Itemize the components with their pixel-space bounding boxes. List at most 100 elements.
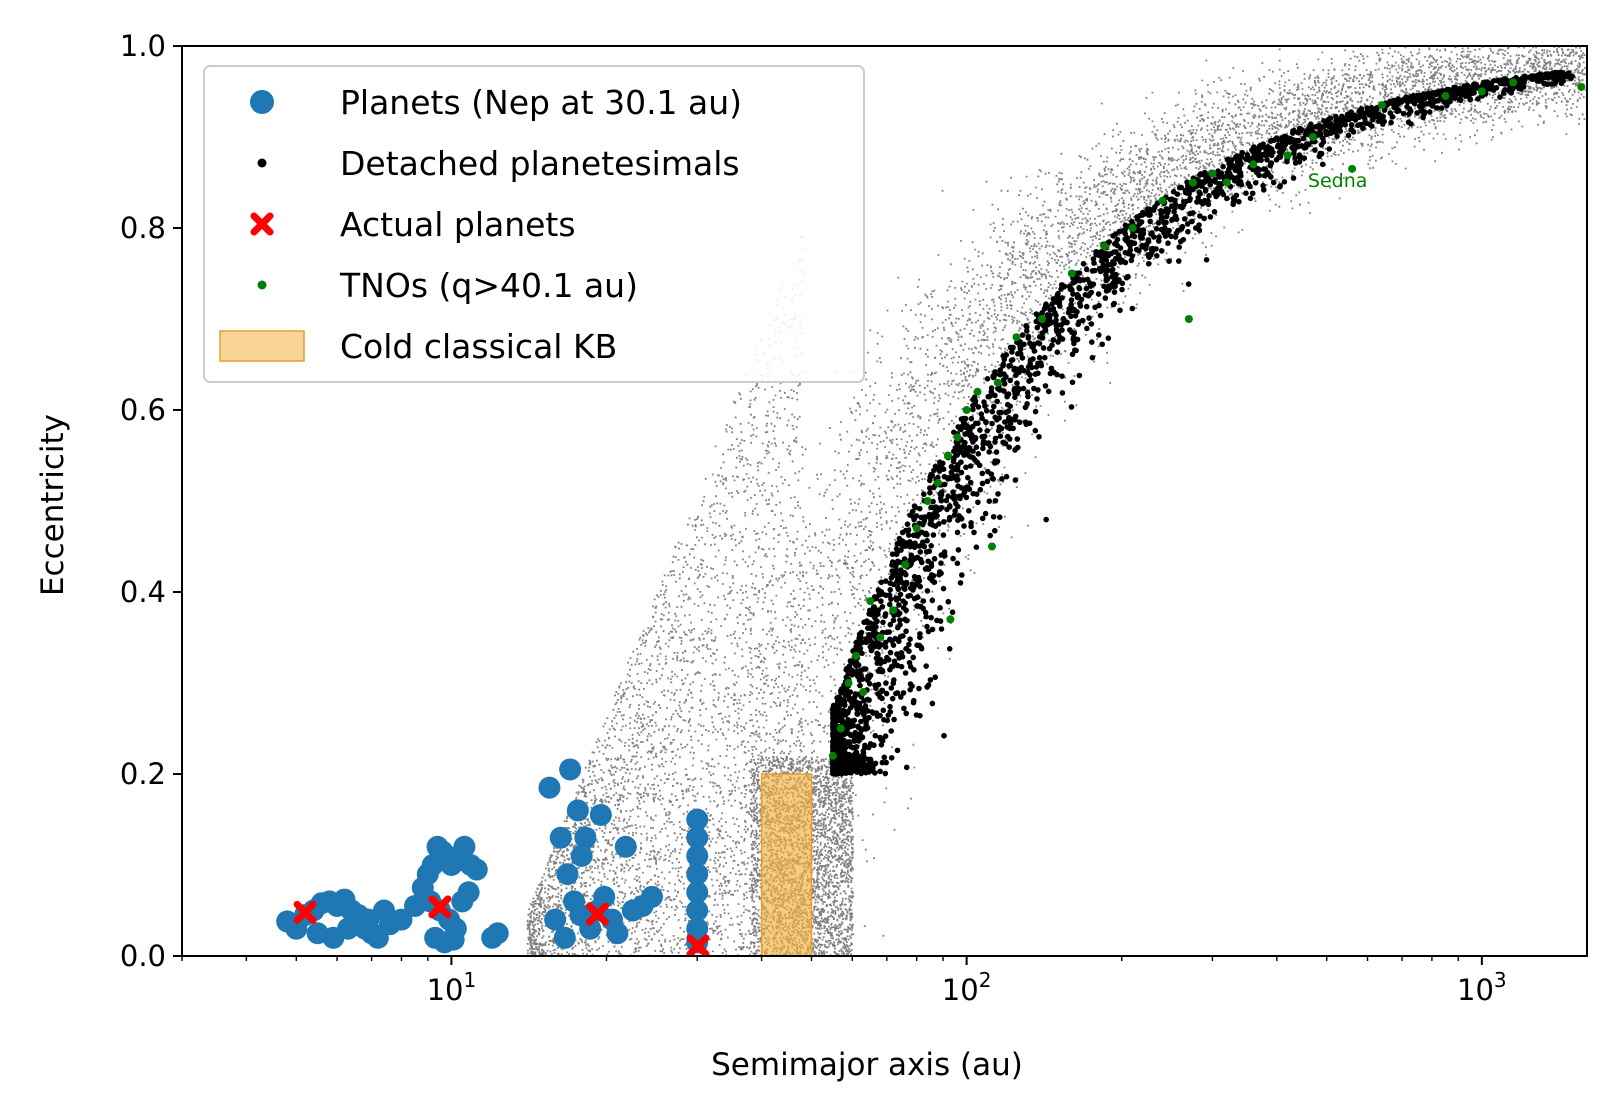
y-tick-label: 0.8 [120, 211, 166, 245]
planet-point [442, 928, 465, 951]
legend-marker [257, 280, 267, 290]
planet-point [579, 917, 602, 940]
planet-point [686, 863, 709, 886]
detached-planetesimals [829, 69, 1575, 777]
legend-entry: Detached planetesimals [257, 144, 740, 183]
y-tick-label: 0.2 [120, 757, 166, 791]
tno-point [1037, 315, 1046, 323]
tno-point [852, 651, 861, 660]
planet-point [570, 844, 593, 867]
tno-point [836, 724, 845, 733]
tno-point [1012, 333, 1021, 342]
tno-point [1308, 133, 1317, 141]
tno-point [953, 433, 962, 442]
planet-point [544, 908, 567, 931]
tno-point [987, 542, 996, 551]
planet-point [556, 863, 579, 886]
y-tick-label: 0.6 [120, 393, 166, 427]
planet-point [357, 908, 380, 931]
legend-marker [250, 90, 274, 114]
legend-box [203, 65, 865, 383]
tno-point [1283, 151, 1292, 160]
plot-marks [276, 46, 1587, 956]
tno-point [889, 606, 898, 615]
legend-label: Actual planets [340, 205, 576, 244]
planet-point [337, 917, 360, 940]
tno-point [934, 478, 943, 487]
planet-point [614, 835, 637, 858]
tno-point [1477, 87, 1486, 96]
simulated-population [526, 46, 1587, 956]
tno-point [1128, 224, 1137, 232]
axes-frame [181, 45, 1588, 957]
actual-planet-marker [585, 902, 609, 926]
x-axis-label: Semimajor axis (au) [711, 1047, 1023, 1083]
tno-point [943, 451, 952, 460]
tno-point [844, 679, 853, 687]
planet-point [549, 826, 572, 849]
legend-entry: Planets (Nep at 30.1 au) [250, 83, 742, 122]
planet-point [640, 885, 663, 908]
tno-point [1158, 196, 1167, 205]
tno-point [1509, 78, 1518, 87]
legend-marker [257, 158, 267, 168]
tno-point [973, 387, 982, 396]
legend-entry: Actual planets [250, 205, 576, 244]
tno-point [946, 615, 955, 624]
planet-point [457, 881, 480, 904]
planet-point [606, 922, 629, 945]
tno-point [923, 497, 932, 505]
tno-point [901, 560, 910, 569]
planet-point [686, 826, 709, 849]
planet-point [574, 826, 597, 849]
tno-point [993, 378, 1002, 387]
tno-point [1208, 169, 1217, 178]
cold-classical-kb-region [760, 773, 813, 956]
y-tick-label: 1.0 [120, 29, 166, 63]
planet-point [686, 844, 709, 867]
tno-point [876, 633, 885, 642]
tno-point [1377, 101, 1386, 110]
y-axis-label: Eccentricity [35, 414, 71, 596]
planet-point [566, 799, 589, 822]
y-tick-label: 0.0 [120, 939, 166, 973]
planet-point [465, 858, 488, 881]
planet-point [686, 881, 709, 904]
actual-planet-marker [686, 934, 710, 956]
tno-point [1222, 178, 1231, 187]
annotation-sedna: Sedna [1308, 170, 1368, 192]
legend-label: TNOs (q>40.1 au) [339, 266, 638, 305]
tno-point [859, 688, 868, 697]
planet-point [593, 885, 616, 908]
legend-entry: TNOs (q>40.1 au) [257, 266, 638, 305]
x-tick-label: 102 [942, 968, 992, 1007]
legend-entry: Cold classical KB [219, 327, 617, 366]
planet-point [553, 926, 576, 949]
legend-label: Planets (Nep at 30.1 au) [340, 83, 742, 122]
legend-marker [250, 212, 274, 236]
tno-point [1067, 269, 1076, 278]
x-tick-label: 101 [427, 968, 477, 1007]
legend-label: Detached planetesimals [340, 144, 740, 183]
planet-point [538, 776, 561, 799]
tno-point [1441, 92, 1450, 101]
legend-label: Cold classical KB [340, 327, 617, 366]
tno-point [962, 406, 971, 414]
planet-point [486, 922, 509, 945]
legend-marker [219, 330, 305, 362]
axes: 0.0 0.2 0.4 0.6 0.8 1.0 101 102 103 [120, 29, 1588, 1007]
planet-point [686, 899, 709, 922]
planet-point [589, 803, 612, 826]
tno-point [1577, 82, 1586, 91]
plot-area: Sedna [276, 46, 1587, 956]
tno-point [1100, 242, 1109, 251]
tno-point [1348, 164, 1357, 173]
planet-point [559, 758, 582, 781]
tno-point [866, 597, 875, 606]
tno-point [1188, 178, 1197, 187]
planet-point [686, 808, 709, 831]
tno-point [912, 524, 921, 533]
tno-point [828, 751, 837, 760]
y-tick-label: 0.4 [120, 575, 166, 609]
